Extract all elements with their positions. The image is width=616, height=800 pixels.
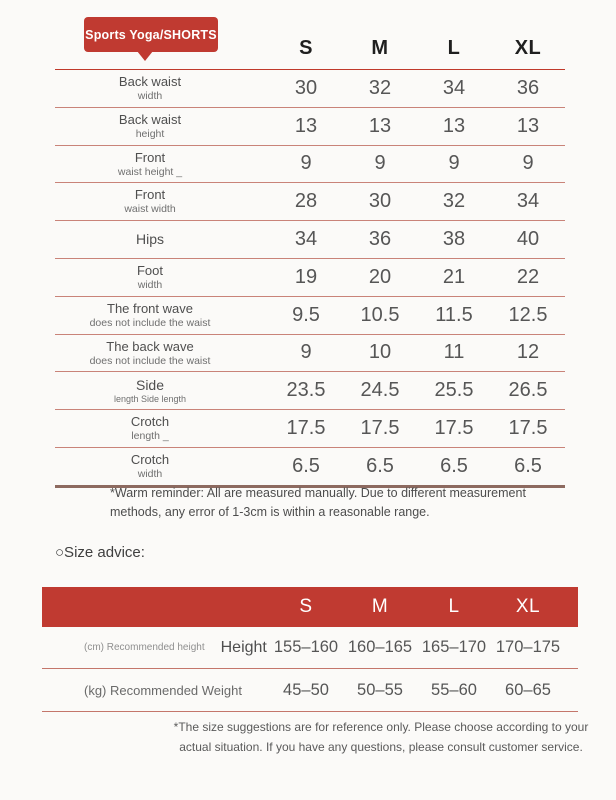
- measurement-table-header: S M L XL: [55, 28, 565, 70]
- row-label: Back waist height: [118, 111, 182, 140]
- row-label: Side length Side length: [113, 376, 187, 404]
- cell-value: 10: [368, 341, 392, 364]
- table-row-crotch-length: Crotch length _ 17.5 17.5 17.5 17.5: [55, 410, 565, 448]
- warm-reminder-note: *Warm reminder: All are measured manuall…: [110, 486, 526, 520]
- cell-value: 6.5: [292, 454, 320, 477]
- cell-value: 13: [442, 114, 466, 137]
- cell-value: 32: [442, 190, 466, 213]
- cell-value: 23.5: [286, 379, 326, 402]
- cell-value: 10.5: [360, 303, 400, 326]
- cell-value: 11.5: [435, 303, 473, 326]
- size-advice-header-bar: S M L XL: [42, 587, 578, 627]
- column-header-m: M: [371, 37, 389, 59]
- product-category-badge: Sports Yoga/SHORTS: [84, 17, 218, 61]
- size-advice-table: S M L XL (cm) Recommended height Height …: [42, 587, 578, 712]
- advice-column-l: L: [448, 596, 460, 617]
- table-row-back-waist-width: Back waist width 30 32 34 36: [55, 70, 565, 108]
- column-header-xl: XL: [514, 37, 542, 59]
- row-label: The front wave does not include the wais…: [89, 300, 211, 329]
- cell-value: 6.5: [366, 454, 394, 477]
- advice-column-m: M: [371, 596, 389, 617]
- cell-value: 165–170: [421, 638, 487, 656]
- cell-value: 24.5: [360, 379, 400, 402]
- cell-value: 19: [294, 265, 318, 288]
- cell-value: 17.5: [508, 417, 548, 440]
- table-row-hips: Hips 34 36 38 40: [55, 221, 565, 259]
- cell-value: 6.5: [514, 454, 542, 477]
- cell-value: 55–60: [431, 680, 477, 699]
- table-row-front-wave: The front wave does not include the wais…: [55, 297, 565, 335]
- cell-value: 9: [522, 152, 534, 175]
- cell-value: 38: [442, 228, 466, 251]
- row-label: Front waist width: [124, 187, 176, 216]
- cell-value: 17.5: [286, 417, 326, 440]
- badge-label: Sports Yoga/SHORTS: [85, 27, 217, 42]
- cell-value: 13: [368, 114, 392, 137]
- row-label: Foot width: [136, 263, 163, 291]
- cell-value: 45–50: [283, 680, 329, 699]
- cell-value: 32: [368, 76, 392, 99]
- size-advice-heading: ○Size advice:: [55, 544, 145, 561]
- cell-value: 20: [368, 265, 392, 288]
- table-row-foot-width: Foot width 19 20 21 22: [55, 259, 565, 297]
- cell-value: 17.5: [434, 417, 474, 440]
- table-row-side-length: Side length Side length 23.5 24.5 25.5 2…: [55, 372, 565, 411]
- cell-value: 9: [300, 152, 312, 175]
- cell-value: 22: [516, 265, 540, 288]
- advice-row-height: (cm) Recommended height Height 155–160 1…: [42, 627, 578, 669]
- cell-value: 9.5: [292, 303, 320, 326]
- table-row-back-waist-height: Back waist height 13 13 13 13: [55, 108, 565, 146]
- advice-row-weight: (kg) Recommended Weight 45–50 50–55 55–6…: [42, 669, 578, 712]
- cell-value: 21: [442, 265, 466, 288]
- cell-value: 155–160: [273, 638, 339, 656]
- badge-pointer-icon: [137, 51, 153, 61]
- cell-value: 12.5: [508, 303, 548, 326]
- row-label: (cm) Recommended height Height: [84, 638, 267, 656]
- cell-value: 13: [516, 114, 540, 137]
- row-label: Hips: [135, 231, 164, 248]
- cell-value: 25.5: [434, 379, 474, 402]
- row-label: The back wave does not include the waist: [89, 338, 211, 367]
- table-row-front-waist-height: Front waist height _ 9 9 9 9: [55, 146, 565, 184]
- table-row-back-wave: The back wave does not include the waist…: [55, 335, 565, 373]
- cell-value: 34: [442, 76, 466, 99]
- row-label: Front waist height _: [117, 149, 183, 178]
- size-suggestion-note: *The size suggestions are for reference …: [173, 720, 589, 754]
- cell-value: 26.5: [508, 379, 548, 402]
- column-header-l: L: [447, 37, 461, 59]
- table-row-front-waist-width: Front waist width 28 30 32 34: [55, 183, 565, 222]
- cell-value: 170–175: [495, 638, 561, 656]
- row-label: Crotch width: [130, 452, 170, 480]
- cell-value: 12: [516, 341, 540, 364]
- cell-value: 6.5: [440, 454, 468, 477]
- measurement-table: S M L XL Back waist width 30 32 34 36 Ba…: [55, 28, 565, 488]
- cell-value: 36: [516, 76, 540, 99]
- advice-column-xl: XL: [515, 596, 541, 617]
- row-label: Crotch length _: [130, 414, 170, 443]
- cell-value: 13: [294, 114, 318, 137]
- column-header-s: S: [299, 37, 313, 59]
- cell-value: 34: [294, 228, 318, 251]
- cell-value: 11: [443, 341, 465, 364]
- cell-value: 17.5: [360, 417, 400, 440]
- cell-value: 9: [300, 341, 312, 364]
- cell-value: 36: [368, 228, 392, 251]
- cell-value: 34: [516, 190, 540, 213]
- cell-value: 30: [294, 76, 318, 99]
- cell-value: 160–165: [347, 638, 413, 656]
- table-row-crotch-width: Crotch width 6.5 6.5 6.5 6.5: [55, 448, 565, 488]
- row-label: Back waist width: [118, 74, 182, 102]
- cell-value: 30: [368, 190, 392, 213]
- cell-value: 50–55: [357, 680, 403, 699]
- advice-column-s: S: [299, 596, 313, 617]
- cell-value: 28: [294, 190, 318, 213]
- row-label: (kg) Recommended Weight: [84, 682, 242, 698]
- cell-value: 9: [374, 152, 386, 175]
- cell-value: 9: [448, 152, 460, 175]
- cell-value: 60–65: [505, 680, 551, 699]
- cell-value: 40: [516, 228, 540, 251]
